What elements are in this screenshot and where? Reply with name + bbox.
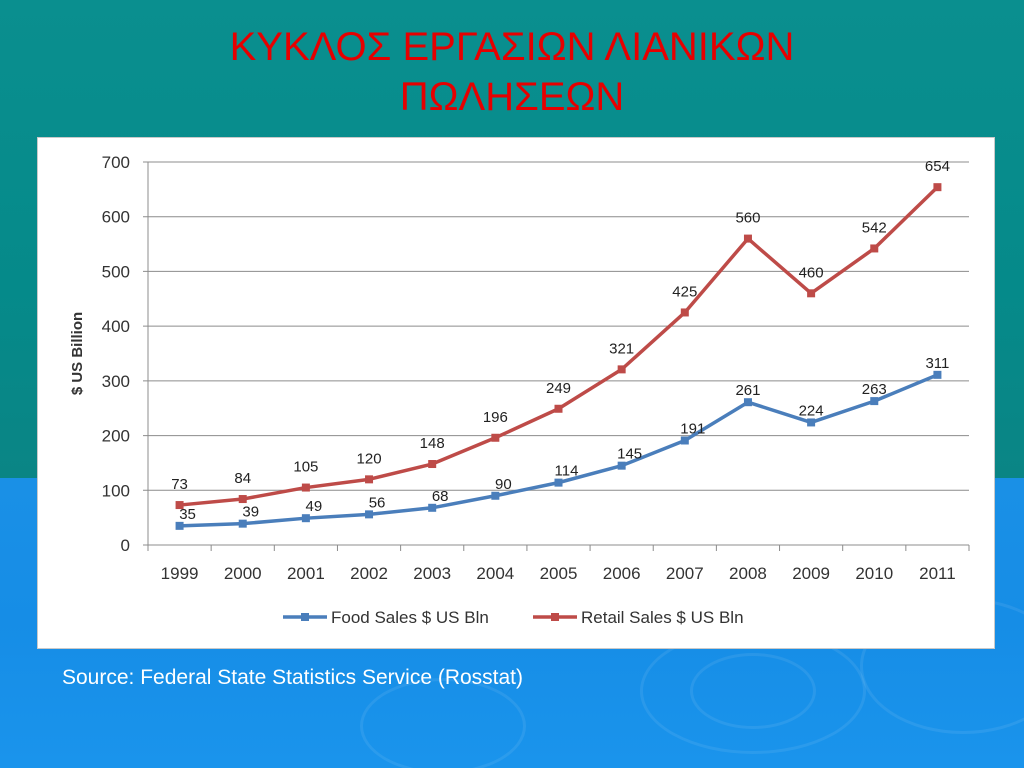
- data-label: 145: [617, 446, 642, 463]
- y-tick-label: 500: [102, 262, 130, 281]
- data-label: 249: [546, 380, 571, 397]
- slide-title: ΚΥΚΛΟΣ ΕΡΓΑΣΙΩΝ ΛΙΑΝΙΚΩΝ ΠΩΛΗΣΕΩΝ: [0, 22, 1024, 122]
- data-point: [743, 398, 752, 407]
- x-tick-label: 2009: [792, 564, 830, 583]
- line-chart: 0 100 200 300 400 500 600 700 1999 2000 2001 2002 2…: [69, 153, 970, 627]
- x-tick-label: 2002: [350, 564, 388, 583]
- data-point: [491, 433, 500, 442]
- y-axis-label: $ US Billion: [69, 312, 86, 395]
- data-point: [238, 519, 247, 528]
- slide-title-line2: ΠΩΛΗΣΕΩΝ: [399, 75, 625, 119]
- data-label: 68: [432, 488, 449, 505]
- slide-title-line1: ΚΥΚΛΟΣ ΕΡΓΑΣΙΩΝ ΛΙΑΝΙΚΩΝ: [229, 25, 795, 69]
- series-food-sales: 35 39 49 56 68 90 114 145 191 261 224 263 311: [175, 355, 949, 530]
- data-label: 120: [357, 450, 382, 467]
- source-note: Source: Federal State Statistics Service…: [62, 666, 524, 689]
- chart-panel: 0 100 200 300 400 500 600 700 1999 2000 2001 2002 2…: [37, 137, 995, 649]
- data-label: 56: [369, 494, 386, 511]
- data-point: [175, 501, 184, 510]
- data-point: [491, 491, 500, 500]
- data-point: [301, 514, 310, 523]
- data-point: [554, 404, 563, 413]
- data-label: 35: [179, 506, 196, 523]
- y-tick-label: 700: [102, 153, 130, 172]
- x-tick-label: 2006: [603, 564, 641, 583]
- data-point: [617, 461, 626, 470]
- data-point: [238, 495, 247, 504]
- data-label: 105: [293, 459, 318, 476]
- data-point: [554, 478, 563, 487]
- legend-marker: [301, 613, 309, 621]
- data-label: 191: [680, 420, 705, 437]
- data-label: 654: [925, 158, 950, 175]
- grid-lines: [143, 161, 969, 546]
- data-label: 542: [862, 219, 887, 236]
- data-point: [870, 397, 879, 406]
- data-point: [870, 244, 879, 253]
- series-line: [179, 185, 939, 507]
- data-label: 224: [799, 402, 824, 419]
- series-group: 35 39 49 56 68 90 114 145 191 261 224 263 311 73 84 105…: [171, 158, 950, 530]
- data-label: 425: [672, 283, 697, 300]
- data-label: 39: [242, 504, 259, 521]
- x-tick-label: 1999: [161, 564, 199, 583]
- data-point: [680, 308, 689, 317]
- legend-label: Food Sales $ US Bln: [331, 608, 489, 627]
- x-tick-label: 2005: [540, 564, 578, 583]
- x-tick-label: 2003: [413, 564, 451, 583]
- y-tick-label: 600: [102, 208, 130, 227]
- legend-label: Retail Sales $ US Bln: [581, 608, 744, 627]
- y-tick-label: 100: [102, 481, 130, 500]
- data-label: 148: [420, 435, 445, 452]
- data-point: [301, 483, 310, 492]
- data-point: [365, 510, 374, 519]
- x-tick-label: 2004: [476, 564, 514, 583]
- data-label: 196: [483, 409, 508, 426]
- y-tick-label: 300: [102, 372, 130, 391]
- data-label: 321: [609, 340, 634, 357]
- y-axis-ticks: 0 100 200 300 400 500 600 700: [102, 153, 130, 555]
- data-label: 560: [735, 210, 760, 227]
- data-point: [743, 234, 752, 243]
- data-point: [617, 365, 626, 374]
- data-point: [933, 183, 942, 192]
- x-axis-ticks: 1999 2000 2001 2002 2003 2004 2005 2006 2007 2008…: [147, 545, 970, 583]
- data-label: 311: [925, 355, 949, 372]
- x-tick-label: 2007: [666, 564, 704, 583]
- data-point: [680, 436, 689, 445]
- data-label: 261: [735, 382, 760, 399]
- x-tick-label: 2000: [224, 564, 262, 583]
- data-point: [428, 460, 437, 469]
- legend: Food Sales $ US Bln Retail Sales $ US Bln: [283, 608, 744, 627]
- data-label: 114: [555, 463, 579, 480]
- series-retail-sales: 73 84 105 120 148 196 249 321 425 560 460 542 654: [171, 158, 950, 510]
- series-line: [179, 373, 939, 528]
- y-tick-label: 400: [102, 317, 130, 336]
- data-label: 263: [862, 381, 887, 398]
- data-point: [175, 521, 184, 530]
- data-point: [428, 503, 437, 512]
- x-tick-label: 2008: [729, 564, 767, 583]
- data-point: [807, 418, 816, 427]
- data-label: 90: [495, 476, 512, 493]
- data-point: [933, 370, 942, 379]
- y-tick-label: 0: [121, 536, 130, 555]
- x-tick-label: 2011: [919, 564, 956, 583]
- data-label: 73: [171, 476, 188, 493]
- legend-marker: [551, 613, 559, 621]
- y-tick-label: 200: [102, 427, 130, 446]
- data-label: 460: [799, 264, 824, 281]
- data-point: [807, 289, 816, 298]
- x-tick-label: 2010: [855, 564, 893, 583]
- data-label: 49: [306, 498, 323, 515]
- data-label: 84: [234, 470, 251, 487]
- x-tick-label: 2001: [287, 564, 325, 583]
- data-point: [365, 475, 374, 484]
